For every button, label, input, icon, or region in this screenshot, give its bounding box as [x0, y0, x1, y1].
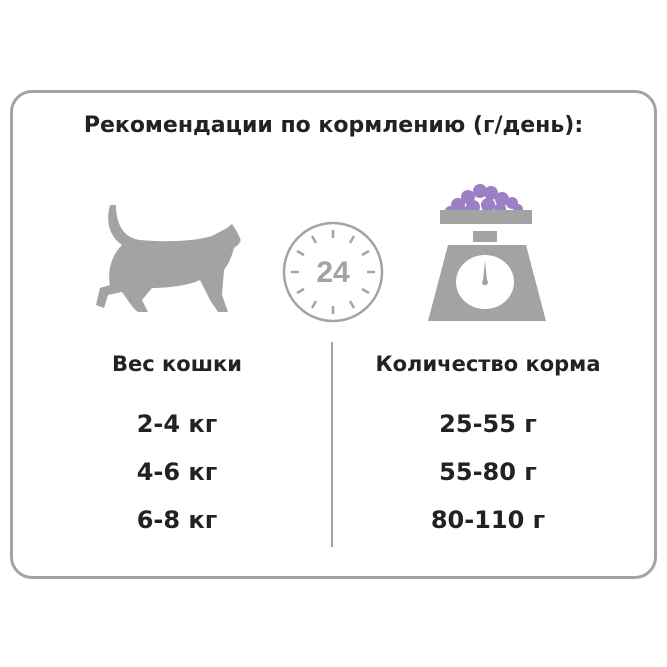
weight-column: Вес кошки 2-4 кг 4-6 кг 6-8 кг — [27, 352, 327, 534]
column-divider — [331, 342, 333, 547]
scale-with-food-icon — [428, 184, 546, 321]
weight-value: 6-8 кг — [136, 506, 218, 534]
page-title: Рекомендации по кормлению (г/день): — [83, 113, 584, 138]
weight-value: 2-4 кг — [136, 410, 218, 438]
weight-value: 4-6 кг — [136, 458, 218, 486]
clock-label: 24 — [316, 256, 350, 289]
amount-value: 55-80 г — [439, 458, 537, 486]
cat-icon — [96, 205, 241, 312]
weight-header: Вес кошки — [112, 352, 242, 376]
amount-column: Количество корма 25-55 г 55-80 г 80-110 … — [338, 352, 638, 534]
amount-value: 25-55 г — [439, 410, 537, 438]
clock-24-icon: 24 — [282, 221, 384, 323]
amount-header: Количество корма — [375, 352, 601, 376]
amount-value: 80-110 г — [430, 506, 546, 534]
info-frame — [10, 90, 657, 579]
